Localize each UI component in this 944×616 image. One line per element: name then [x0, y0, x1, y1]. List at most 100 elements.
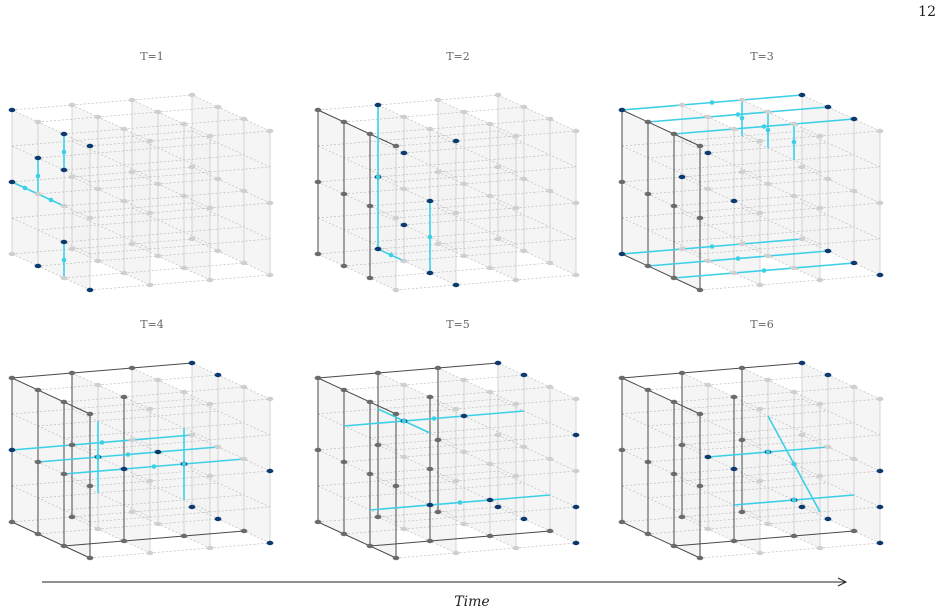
processed-node [340, 263, 348, 269]
active-node [388, 252, 394, 258]
inactive-node [240, 260, 248, 266]
inactive-node [876, 396, 884, 402]
processed-node [374, 514, 382, 520]
inactive-node [756, 478, 764, 484]
processed-node [314, 179, 322, 185]
inactive-node [790, 265, 798, 271]
inactive-node [756, 550, 764, 556]
frontier-node [374, 246, 382, 252]
processed-node [850, 528, 858, 534]
inactive-node [128, 97, 136, 103]
frontier-node [452, 138, 460, 144]
frontier-node [400, 222, 408, 228]
inactive-node [8, 251, 16, 257]
active-node [48, 197, 54, 203]
processed-node [86, 483, 94, 489]
time-axis-arrow [42, 577, 848, 587]
active-node [761, 268, 767, 273]
active-node [181, 461, 187, 467]
active-node [375, 174, 381, 180]
inactive-node [188, 92, 196, 98]
processed-edge [317, 521, 397, 559]
inactive-node [94, 114, 102, 120]
inactive-node [730, 126, 738, 132]
processed-node [644, 459, 652, 465]
inactive-node [146, 478, 154, 484]
processed-node [34, 387, 42, 393]
inactive-node [266, 128, 274, 134]
frontier-node [572, 432, 580, 438]
inactive-node [512, 473, 520, 479]
processed-node [240, 528, 248, 534]
grid-edge [317, 94, 499, 111]
frontier-node [876, 504, 884, 510]
processed-node [366, 275, 374, 281]
processed-edge [673, 530, 855, 547]
inactive-node [214, 176, 222, 182]
active-node [431, 416, 437, 421]
processed-edge [621, 377, 701, 415]
grid-cube-t1 [8, 92, 274, 293]
inactive-node [460, 377, 468, 383]
inactive-node [546, 116, 554, 122]
processed-node [670, 203, 678, 209]
grid-edge [699, 274, 881, 291]
grid-edge [699, 542, 881, 559]
processed-node [392, 483, 400, 489]
frontier-node [34, 263, 42, 269]
inactive-node [180, 121, 188, 127]
processed-node [486, 533, 494, 539]
inactive-node [764, 377, 772, 383]
inactive-node [486, 265, 494, 271]
inactive-node [146, 282, 154, 288]
frontier-node [8, 447, 16, 453]
inactive-node [154, 181, 162, 187]
inactive-node [400, 382, 408, 388]
grid-cube-t5 [314, 360, 580, 561]
inactive-node [266, 396, 274, 402]
inactive-node [876, 128, 884, 134]
inactive-node [400, 454, 408, 460]
inactive-node [730, 270, 738, 276]
frontier-node [678, 174, 686, 180]
active-node [739, 115, 745, 121]
grid-edge [89, 274, 271, 291]
processed-node [392, 555, 400, 561]
inactive-node [240, 116, 248, 122]
inactive-node [512, 133, 520, 139]
inactive-node [128, 437, 136, 443]
processed-node [426, 538, 434, 544]
processed-node [434, 437, 442, 443]
inactive-node [206, 133, 214, 139]
frontier-node [426, 270, 434, 276]
processed-node [670, 543, 678, 549]
processed-node [314, 447, 322, 453]
processed-node [366, 203, 374, 209]
inactive-node [816, 401, 824, 407]
inactive-node [34, 119, 42, 125]
grid-cube-t3 [618, 92, 884, 293]
grid-edge [395, 542, 577, 559]
inactive-node [146, 138, 154, 144]
processed-node [670, 131, 678, 137]
frontier-node [850, 116, 858, 122]
processed-node [618, 179, 626, 185]
processed-node [374, 442, 382, 448]
active-node [61, 149, 67, 155]
frontier-node [60, 167, 68, 173]
inactive-node [128, 509, 136, 515]
grid-edge [11, 94, 193, 111]
inactive-node [180, 389, 188, 395]
inactive-node [756, 282, 764, 288]
processed-node [678, 442, 686, 448]
inactive-node [494, 236, 502, 242]
inactive-node [572, 128, 580, 134]
panel-title: T=4 [140, 318, 164, 331]
processed-node [434, 365, 442, 371]
inactive-node [120, 126, 128, 132]
grid-nodes [618, 92, 884, 293]
frontier-node [34, 155, 42, 161]
inactive-node [180, 193, 188, 199]
inactive-node [816, 277, 824, 283]
